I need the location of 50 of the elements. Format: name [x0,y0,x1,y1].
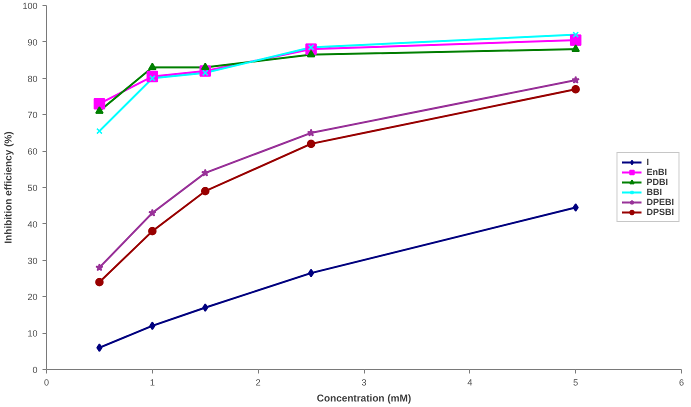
point [202,303,208,312]
y-tick-label: 0 [32,365,38,375]
x-tick-label: 5 [573,378,578,388]
y-tick-label: 30 [27,256,38,266]
x-axis-title: Concentration (mM) [316,394,412,404]
x-tick-label: 3 [361,378,367,388]
y-tick-label: 80 [27,74,38,84]
point [148,62,157,70]
point [572,76,580,84]
point [96,128,103,134]
point [148,208,156,217]
y-tick-label: 40 [27,219,38,230]
point [148,226,157,236]
point [95,278,104,286]
point [570,34,582,46]
x-tick-label: 0 [44,378,50,388]
y-tick-label: 70 [27,110,38,120]
legend-label: DPSBI [646,207,674,217]
point [201,168,210,177]
point [96,343,102,352]
point [571,84,580,94]
point [306,140,316,148]
point [572,31,579,38]
y-axis-title: Inhibition efficiency (%) [3,131,14,244]
point [201,62,210,70]
legend-label: EnBI [646,167,667,177]
point [94,98,106,110]
legend-label: DPEBI [646,197,674,207]
legend-label: PDBI [646,177,668,187]
y-tick-label: 100 [22,1,38,11]
y-tick-label: 90 [27,37,38,48]
point [307,128,316,136]
y-tick-label: 60 [27,146,38,157]
x-tick-label: 1 [150,378,155,388]
point [95,263,104,272]
legend-label: I [646,157,650,167]
x-tick-label: 4 [467,378,472,388]
point [201,186,210,196]
point [149,322,156,330]
y-tick-label: 10 [27,328,38,339]
x-tick-label: 6 [678,378,684,388]
point [95,106,104,114]
x-tick-label: 2 [256,378,261,388]
point [306,50,316,58]
point [308,268,314,278]
point [572,203,579,212]
y-tick-label: 20 [27,292,38,302]
point [571,44,580,52]
y-tick-label: 50 [27,183,38,193]
legend-label: BBI [646,187,663,197]
